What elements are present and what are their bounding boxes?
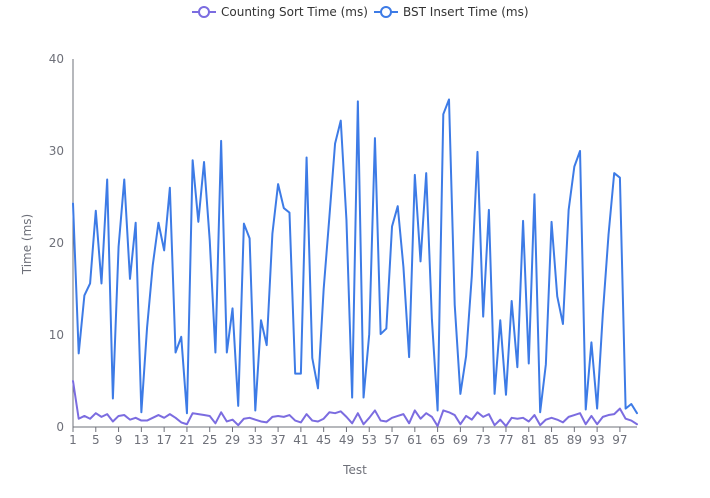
x-tick-label: 61 xyxy=(407,433,422,447)
x-tick-label: 29 xyxy=(225,433,240,447)
x-tick-label: 57 xyxy=(384,433,399,447)
legend-item-1[interactable]: Counting Sort Time (ms) xyxy=(192,5,368,19)
y-tick-label: 40 xyxy=(49,52,64,66)
x-axis-title: Test xyxy=(342,463,367,477)
x-tick-label: 17 xyxy=(157,433,172,447)
y-axis: 0 10 20 30 40 xyxy=(49,52,74,434)
x-tick-label: 1 xyxy=(69,433,77,447)
x-tick-label: 33 xyxy=(248,433,263,447)
y-tick-label: 0 xyxy=(56,420,64,434)
x-tick-label: 21 xyxy=(179,433,194,447)
legend-marker-icon xyxy=(198,6,210,18)
x-tick-label: 77 xyxy=(498,433,513,447)
x-tick-label: 5 xyxy=(92,433,100,447)
plot-area xyxy=(72,98,638,428)
x-tick-label: 69 xyxy=(453,433,468,447)
x-tick-label: 85 xyxy=(544,433,559,447)
x-tick-label: 93 xyxy=(589,433,604,447)
x-tick-label: 41 xyxy=(293,433,308,447)
x-tick-label: 13 xyxy=(134,433,149,447)
legend[interactable]: Counting Sort Time (ms) BST Insert Time (… xyxy=(192,5,529,19)
x-tick-label: 45 xyxy=(316,433,331,447)
x-axis: 1 5 9 13 17 21 25 29 33 37 41 45 49 53 57 61 65 69 73 77 81 8… xyxy=(69,426,637,447)
series-line-1[interactable] xyxy=(72,380,638,428)
series-line-2[interactable] xyxy=(72,98,638,415)
x-tick-label: 9 xyxy=(115,433,123,447)
x-tick-label: 97 xyxy=(612,433,627,447)
x-tick-label: 53 xyxy=(362,433,377,447)
y-tick-label: 10 xyxy=(49,328,64,342)
legend-label: BST Insert Time (ms) xyxy=(403,5,529,19)
x-tick-label: 73 xyxy=(476,433,491,447)
x-tick-label: 49 xyxy=(339,433,354,447)
x-tick-label: 81 xyxy=(521,433,536,447)
legend-marker-icon xyxy=(380,6,392,18)
x-tick-label: 37 xyxy=(270,433,285,447)
x-tick-label: 25 xyxy=(202,433,217,447)
legend-item-2[interactable]: BST Insert Time (ms) xyxy=(374,5,529,19)
y-axis-title: Time (ms) xyxy=(20,214,34,276)
legend-label: Counting Sort Time (ms) xyxy=(221,5,368,19)
x-tick-label: 65 xyxy=(430,433,445,447)
y-tick-label: 30 xyxy=(49,144,64,158)
y-tick-label: 20 xyxy=(49,236,64,250)
x-tick-label: 89 xyxy=(567,433,582,447)
